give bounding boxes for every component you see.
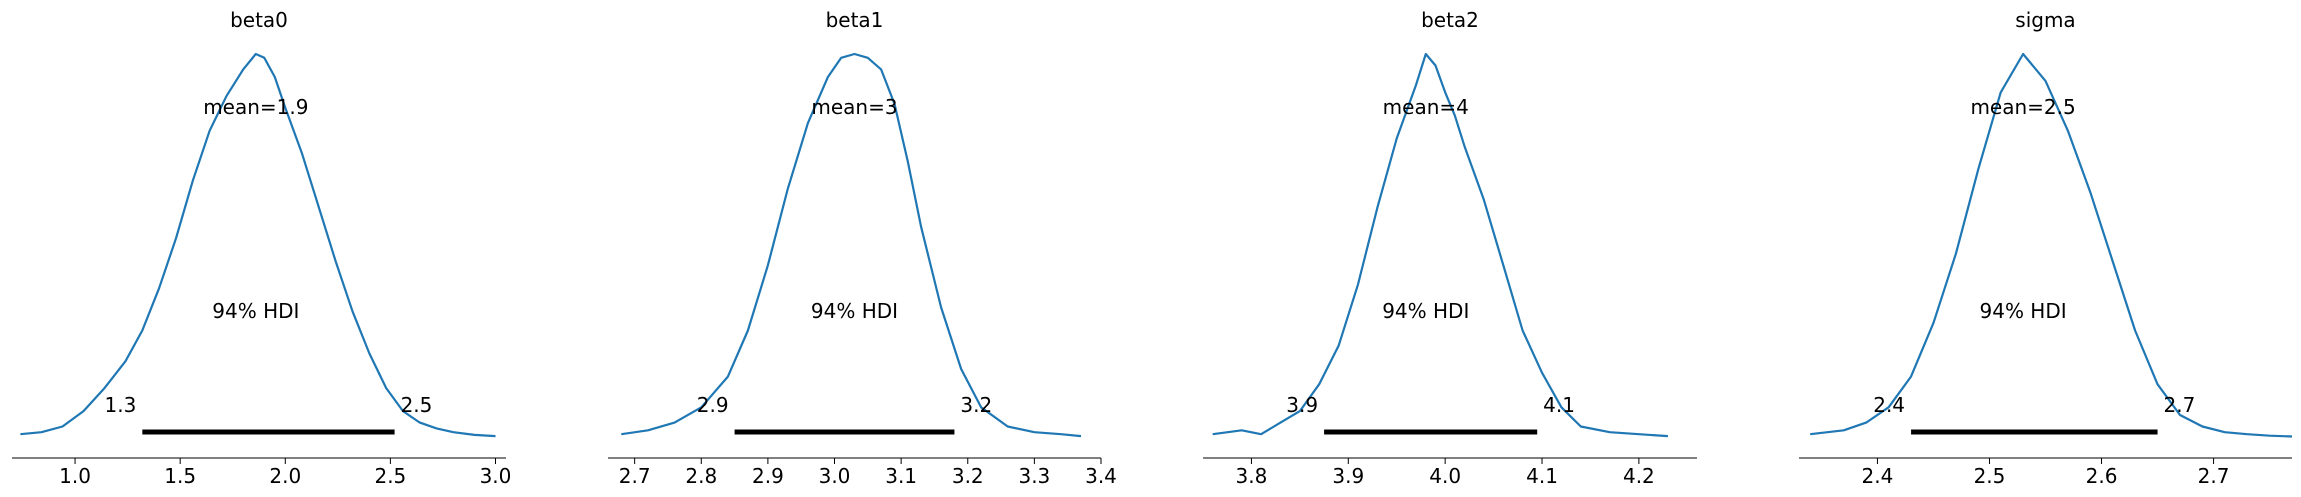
x-tick-label: 3.0 [480, 464, 512, 488]
panel-beta0: 1.0 1.5 2.0 2.5 3.0 beta0 mean=1.9 94% HDI 1.3 2.… [12, 8, 511, 488]
density-curve-beta1 [621, 52, 1082, 438]
x-tick-label: 3.1 [885, 464, 917, 488]
x-tick-label: 1.0 [59, 464, 91, 488]
x-tick-label: 3.4 [1085, 464, 1117, 488]
hdi-high-label: 3.2 [960, 393, 992, 417]
x-tick-label: 4.0 [1429, 464, 1461, 488]
panel-title: beta1 [826, 8, 884, 32]
hdi-low-label: 1.3 [105, 393, 137, 417]
hdi-low-label: 2.4 [1873, 393, 1905, 417]
x-tick-label: 2.7 [2198, 464, 2230, 488]
mean-label: mean=2.5 [1970, 95, 2075, 119]
hdi-high-label: 2.7 [2164, 393, 2196, 417]
panel-beta2: 3.8 3.9 4.0 4.1 4.2 beta2 mean=4 94% HDI 3.9 4.1 [1203, 8, 1697, 488]
hdi-label: 94% HDI [1980, 299, 2067, 323]
x-tick-label: 2.8 [685, 464, 717, 488]
x-tick-label: 4.2 [1623, 464, 1655, 488]
hdi-low-label: 3.9 [1286, 393, 1318, 417]
x-tick-label: 3.9 [1332, 464, 1364, 488]
density-curve-beta0 [20, 52, 496, 438]
x-tick-label: 3.0 [819, 464, 851, 488]
density-curve-beta2 [1212, 52, 1668, 438]
x-tick-label: 2.4 [1862, 464, 1894, 488]
panel-title: sigma [2015, 8, 2075, 32]
x-tick-label: 3.8 [1236, 464, 1268, 488]
hdi-high-label: 2.5 [401, 393, 433, 417]
x-tick-label: 2.0 [269, 464, 301, 488]
x-tick-label: 2.5 [1974, 464, 2006, 488]
x-tick-label: 2.7 [619, 464, 651, 488]
x-tick-label: 2.6 [2086, 464, 2118, 488]
mean-label: mean=3 [811, 95, 897, 119]
x-tick-label: 2.9 [752, 464, 784, 488]
hdi-label: 94% HDI [811, 299, 898, 323]
hdi-label: 94% HDI [212, 299, 299, 323]
panel-beta1: 2.7 2.8 2.9 3.0 3.1 3.2 3.3 3.4 beta1 mean=3 94% H… [608, 8, 1117, 488]
panel-sigma: 2.4 2.5 2.6 2.7 sigma mean=2.5 94% HDI 2.4 2.7 [1799, 8, 2293, 488]
x-tick-label: 1.5 [164, 464, 196, 488]
x-tick-label: 3.3 [1018, 464, 1050, 488]
hdi-low-label: 2.9 [697, 393, 729, 417]
mean-label: mean=4 [1383, 95, 1469, 119]
panel-title: beta2 [1421, 8, 1479, 32]
panel-title: beta0 [230, 8, 288, 32]
hdi-label: 94% HDI [1382, 299, 1469, 323]
density-curve-sigma [1810, 52, 2293, 438]
mean-label: mean=1.9 [203, 95, 308, 119]
x-tick-label: 4.1 [1526, 464, 1558, 488]
x-tick-label: 2.5 [374, 464, 406, 488]
hdi-high-label: 4.1 [1543, 393, 1575, 417]
x-tick-label: 3.2 [952, 464, 984, 488]
